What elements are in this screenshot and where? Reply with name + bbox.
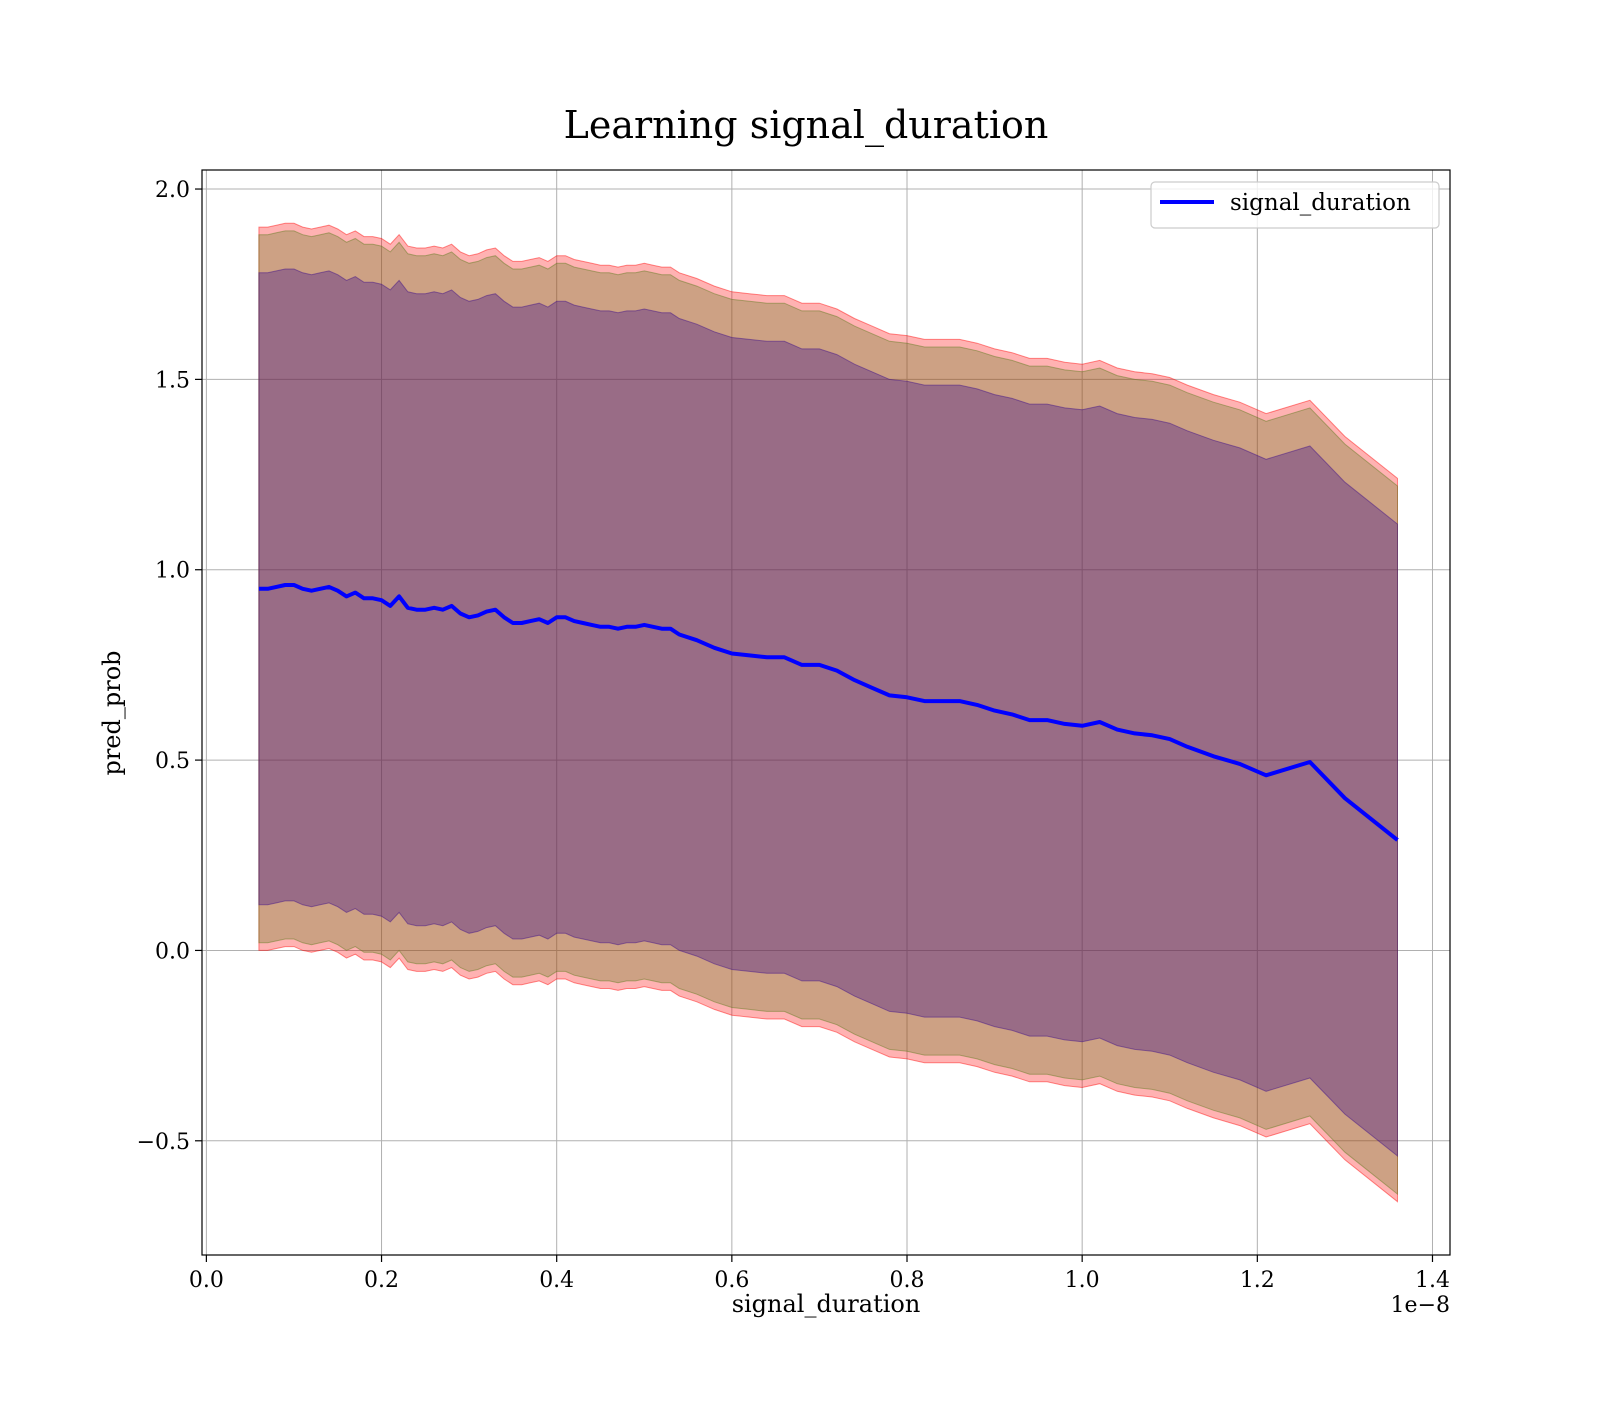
plot-frame bbox=[201, 169, 1451, 1256]
x-tick-label: 0.0 bbox=[189, 1268, 224, 1293]
y-tick-label: 0.5 bbox=[155, 749, 190, 774]
grid-layer bbox=[202, 170, 1450, 1255]
y-tick-label: 2.0 bbox=[155, 178, 190, 203]
legend: signal_duration bbox=[1150, 181, 1440, 229]
y-tick-label: 1.5 bbox=[155, 368, 190, 393]
x-axis-label: signal_duration bbox=[732, 1290, 921, 1318]
x-axis-offset-label: 1e−8 bbox=[1391, 1293, 1450, 1318]
x-tick-label: 0.6 bbox=[714, 1268, 749, 1293]
band-middle bbox=[258, 230, 1398, 1196]
line-layer bbox=[258, 583, 1399, 842]
legend-entry-signal-duration: signal_duration bbox=[1230, 190, 1411, 216]
x-tick-label: 0.2 bbox=[364, 1268, 399, 1293]
x-tick-label: 0.4 bbox=[539, 1268, 574, 1293]
y-tick-label: −0.5 bbox=[137, 1130, 190, 1155]
x-tick-label: 1.0 bbox=[1065, 1268, 1100, 1293]
legend-box bbox=[1150, 181, 1440, 229]
x-tick-label: 0.8 bbox=[890, 1268, 925, 1293]
chart-title: Learning signal_duration bbox=[564, 103, 1049, 148]
tick-layer: 0.0 0.2 0.4 0.6 0.8 1.0 1.2 1.4 −0.5 0.0 0.5 1.0 1.5… bbox=[137, 178, 1450, 1293]
y-tick-label: 0.0 bbox=[155, 939, 190, 964]
band-outer bbox=[258, 222, 1398, 1203]
y-tick-label: 1.0 bbox=[155, 559, 190, 584]
x-tick-label: 1.2 bbox=[1240, 1268, 1275, 1293]
band-layer bbox=[258, 222, 1398, 1203]
series-line-signal-duration bbox=[258, 583, 1399, 842]
y-axis-label: pred_prob bbox=[98, 650, 126, 775]
x-tick-label: 1.4 bbox=[1415, 1268, 1450, 1293]
band-inner bbox=[258, 268, 1398, 1158]
